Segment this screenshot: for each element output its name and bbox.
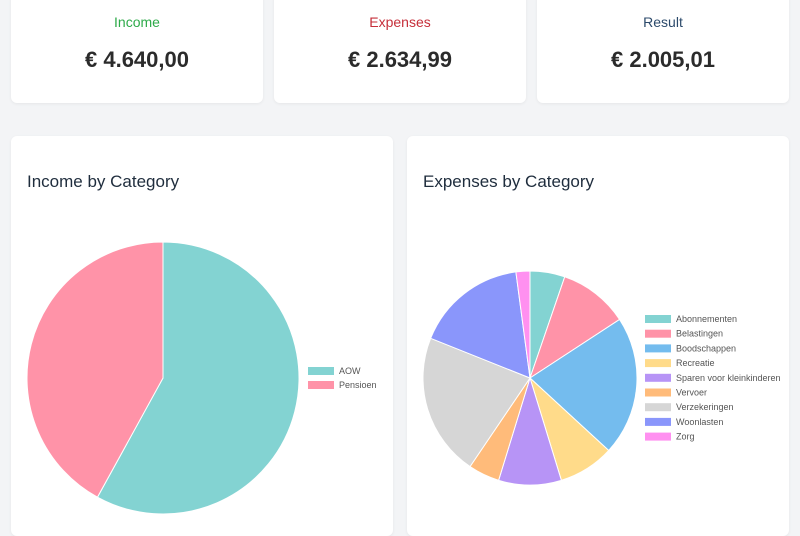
income-legend-label[interactable]: Pensioen: [339, 380, 377, 390]
income-card: Income € 4.640,00: [11, 0, 263, 103]
expenses-legend-label[interactable]: Abonnementen: [676, 314, 737, 324]
income-value: € 4.640,00: [85, 47, 189, 72]
expenses-legend-swatch[interactable]: [645, 388, 671, 397]
expenses-legend-swatch[interactable]: [645, 417, 671, 426]
income-legend-swatch[interactable]: [308, 367, 334, 375]
expenses-legend-label[interactable]: Belastingen: [676, 329, 723, 339]
expenses-label: Expenses: [369, 14, 431, 30]
expenses-legend: Abonnementen Belastingen Boodschappen Recre…: [645, 314, 781, 442]
expenses-value: € 2.634,99: [348, 47, 452, 72]
income-legend: AOW Pensioen: [308, 366, 377, 390]
expenses-pie-chart: [422, 270, 638, 486]
income-label: Income: [114, 14, 160, 30]
expenses-legend-label[interactable]: Verzekeringen: [676, 402, 734, 412]
income-chart-title: Income by Category: [27, 172, 180, 191]
charts-canvas: AOW Pensioen Abonnementen Belastingen Boods…: [26, 241, 781, 515]
expenses-slice-zorg[interactable]: [515, 270, 531, 379]
result-card: Result € 2.005,01: [537, 0, 789, 103]
expenses-chart-title: Expenses by Category: [423, 172, 595, 191]
result-value: € 2.005,01: [611, 47, 715, 72]
expenses-slice-verzekeringen[interactable]: [422, 337, 531, 468]
expenses-slice-boodschappen[interactable]: [529, 318, 638, 452]
expenses-legend-swatch[interactable]: [645, 403, 671, 412]
expenses-legend-swatch[interactable]: [645, 432, 671, 441]
expenses-legend-swatch[interactable]: [645, 344, 671, 353]
income-pie-chart: [26, 241, 300, 515]
result-label: Result: [643, 14, 683, 30]
expenses-legend-label[interactable]: Boodschappen: [676, 343, 736, 353]
expenses-legend-swatch[interactable]: [645, 315, 671, 323]
expenses-legend-label[interactable]: Vervoer: [676, 388, 707, 398]
expenses-legend-label[interactable]: Woonlasten: [676, 417, 723, 427]
expenses-slice-woonlasten[interactable]: [429, 271, 531, 379]
expenses-card: Expenses € 2.634,99: [274, 0, 526, 103]
income-legend-label[interactable]: AOW: [339, 366, 361, 376]
expenses-legend-label[interactable]: Sparen voor kleinkinderen: [676, 373, 781, 383]
income-legend-swatch[interactable]: [308, 381, 334, 389]
income-slice-pensioen[interactable]: [26, 241, 164, 498]
expenses-legend-swatch[interactable]: [645, 359, 671, 368]
expenses-slice-belastingen[interactable]: [529, 276, 621, 380]
income-slice-aow[interactable]: [96, 241, 300, 515]
expenses-legend-label[interactable]: Zorg: [676, 432, 695, 442]
expenses-legend-swatch[interactable]: [645, 329, 671, 338]
expenses-legend-label[interactable]: Recreatie: [676, 358, 715, 368]
expenses-legend-swatch[interactable]: [645, 373, 671, 382]
